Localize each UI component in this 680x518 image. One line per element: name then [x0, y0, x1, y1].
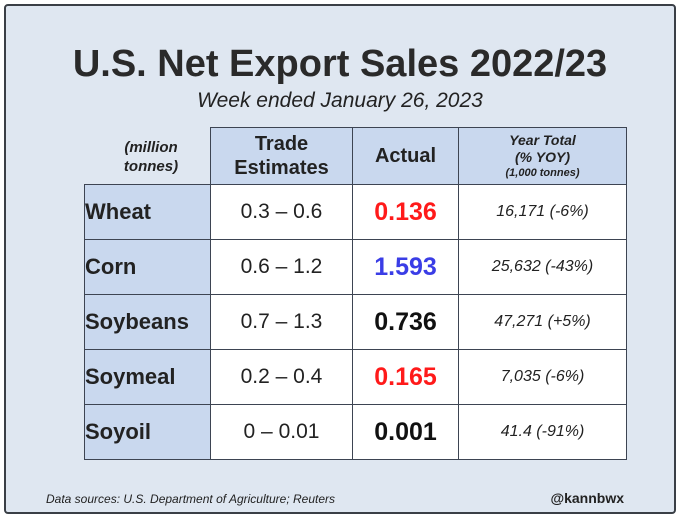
- actual-value: 0.165: [352, 349, 459, 405]
- header-year-line1: Year Total: [509, 132, 576, 148]
- trade-estimate: 0.7 – 1.3: [210, 294, 353, 350]
- page-title: U.S. Net Export Sales 2022/23: [72, 43, 608, 85]
- table-row: Soymeal 0.2 – 0.4 0.165 7,035 (-6%): [84, 349, 627, 405]
- units-label-line1: (million: [124, 139, 178, 156]
- table-body: Wheat 0.3 – 0.6 0.136 16,171 (-6%) Corn 0.6 –…: [84, 184, 627, 460]
- header-trade-line2: Estimates: [234, 157, 329, 179]
- author-handle: @kannbwx: [550, 490, 624, 506]
- year-total: 7,035 (-6%): [458, 349, 627, 405]
- year-total: 16,171 (-6%): [458, 184, 627, 240]
- infographic-card: U.S. Net Export Sales 2022/23 Week ended…: [4, 4, 676, 514]
- actual-value: 1.593: [352, 239, 459, 295]
- crop-name: Soymeal: [84, 349, 211, 405]
- crop-name: Soybeans: [84, 294, 211, 350]
- table-row: Wheat 0.3 – 0.6 0.136 16,171 (-6%): [84, 184, 627, 240]
- year-total: 41.4 (-91%): [458, 404, 627, 460]
- units-label: (million tonnes): [92, 138, 210, 176]
- crop-name: Corn: [84, 239, 211, 295]
- header-trade-line1: Trade: [254, 133, 309, 155]
- data-sources: Data sources: U.S. Department of Agricul…: [46, 492, 336, 506]
- trade-estimate: 0.3 – 0.6: [210, 184, 353, 240]
- units-label-line2: tonnes): [123, 158, 179, 175]
- header-row: Trade Estimates Actual Year Total (% YOY…: [85, 127, 627, 185]
- header-trade-estimates: Trade Estimates: [210, 127, 353, 185]
- table-row: Soybeans 0.7 – 1.3 0.736 47,271 (+5%): [84, 294, 627, 350]
- year-total: 47,271 (+5%): [458, 294, 627, 350]
- table-row: Soyoil 0 – 0.01 0.001 41.4 (-91%): [84, 404, 627, 460]
- year-total: 25,632 (-43%): [458, 239, 627, 295]
- trade-estimate: 0.2 – 0.4: [210, 349, 353, 405]
- actual-value: 0.001: [352, 404, 459, 460]
- trade-estimate: 0 – 0.01: [210, 404, 353, 460]
- header-year-line2: (% YOY): [515, 149, 570, 165]
- crop-name: Soyoil: [84, 404, 211, 460]
- header-year-line3: (1,000 tonnes): [505, 167, 580, 179]
- crop-name: Wheat: [84, 184, 211, 240]
- trade-estimate: 0.6 – 1.2: [210, 239, 353, 295]
- header-corner: [85, 128, 211, 185]
- actual-value: 0.136: [352, 184, 459, 240]
- export-sales-table: Trade Estimates Actual Year Total (% YOY…: [84, 127, 627, 460]
- header-actual: Actual: [352, 127, 459, 185]
- page-subtitle: Week ended January 26, 2023: [197, 89, 483, 112]
- header-year-total: Year Total (% YOY) (1,000 tonnes): [458, 127, 627, 185]
- actual-value: 0.736: [352, 294, 459, 350]
- table-row: Corn 0.6 – 1.2 1.593 25,632 (-43%): [84, 239, 627, 295]
